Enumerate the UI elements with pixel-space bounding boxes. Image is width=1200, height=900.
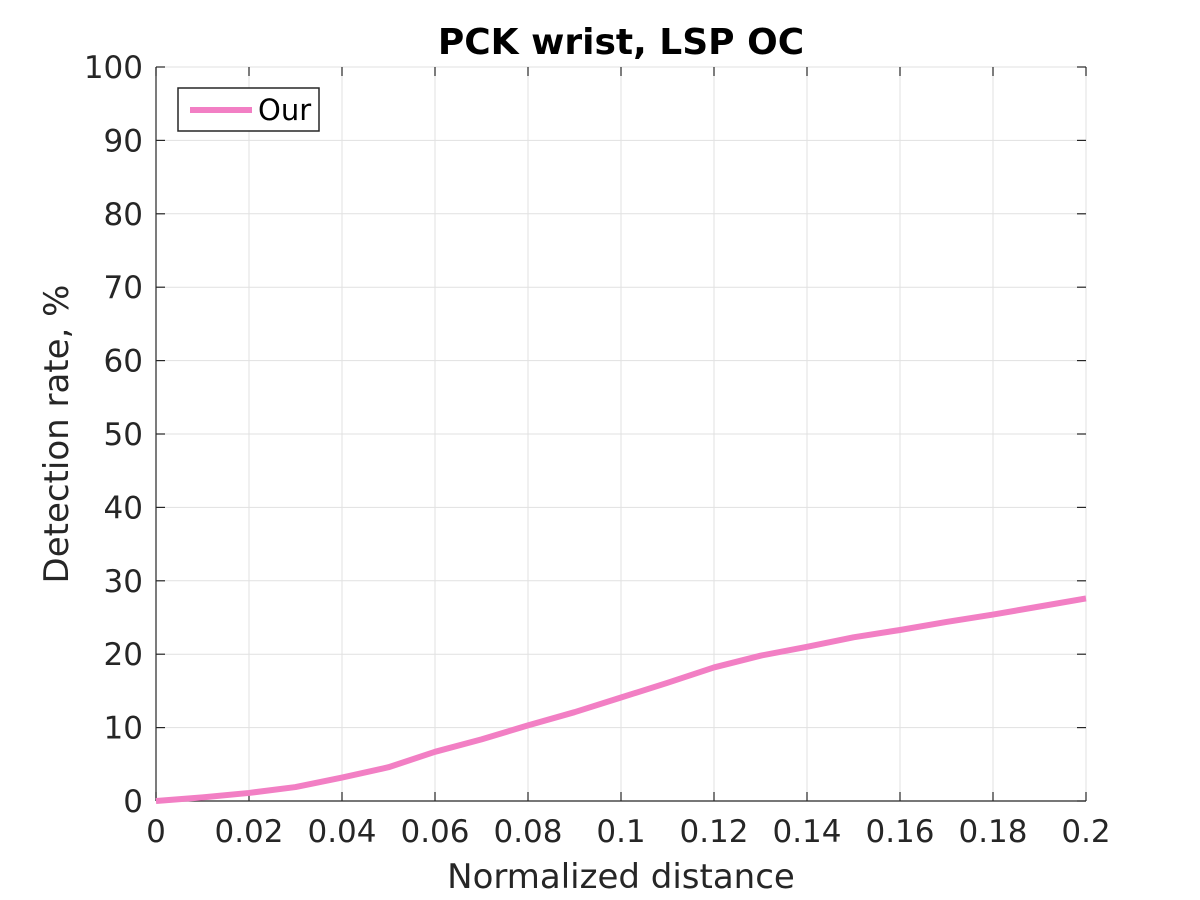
ticks: 0 0.02 0.04 0.06 0.08 0.1 0.12 0.14 0.16 0.18 0.2 0… bbox=[84, 50, 1111, 850]
x-axis-label: Normalized distance bbox=[447, 857, 795, 897]
y-tick-label: 80 bbox=[104, 197, 143, 233]
y-tick-label: 70 bbox=[104, 270, 143, 306]
x-tick-label: 0.06 bbox=[400, 814, 469, 850]
x-tick-label: 0.04 bbox=[307, 814, 376, 850]
y-tick-label: 90 bbox=[104, 123, 143, 159]
x-tick-label: 0.1 bbox=[596, 814, 645, 850]
y-tick-label: 20 bbox=[104, 637, 143, 673]
x-tick-label: 0 bbox=[146, 814, 166, 850]
y-tick-label: 0 bbox=[123, 784, 143, 820]
legend-label: Our bbox=[258, 93, 311, 127]
series-layer bbox=[155, 595, 1087, 804]
x-tick-label: 0.18 bbox=[958, 814, 1027, 850]
y-tick-label: 100 bbox=[84, 50, 143, 86]
y-tick-label: 40 bbox=[104, 490, 143, 526]
legend: Our bbox=[177, 87, 320, 132]
y-axis-label: Detection rate, % bbox=[37, 285, 77, 584]
y-tick-label: 10 bbox=[104, 711, 143, 747]
x-tick-label: 0.02 bbox=[214, 814, 283, 850]
x-tick-label: 0.12 bbox=[679, 814, 748, 850]
series-line-our bbox=[155, 595, 1087, 804]
x-tick-label: 0.14 bbox=[772, 814, 841, 850]
x-tick-label: 0.08 bbox=[493, 814, 562, 850]
y-tick-label: 30 bbox=[104, 564, 143, 600]
y-tick-label: 50 bbox=[104, 417, 143, 453]
x-tick-label: 0.2 bbox=[1061, 814, 1110, 850]
y-tick-label: 60 bbox=[104, 344, 143, 380]
chart-title: PCK wrist, LSP OC bbox=[438, 22, 804, 63]
x-tick-label: 0.16 bbox=[865, 814, 934, 850]
